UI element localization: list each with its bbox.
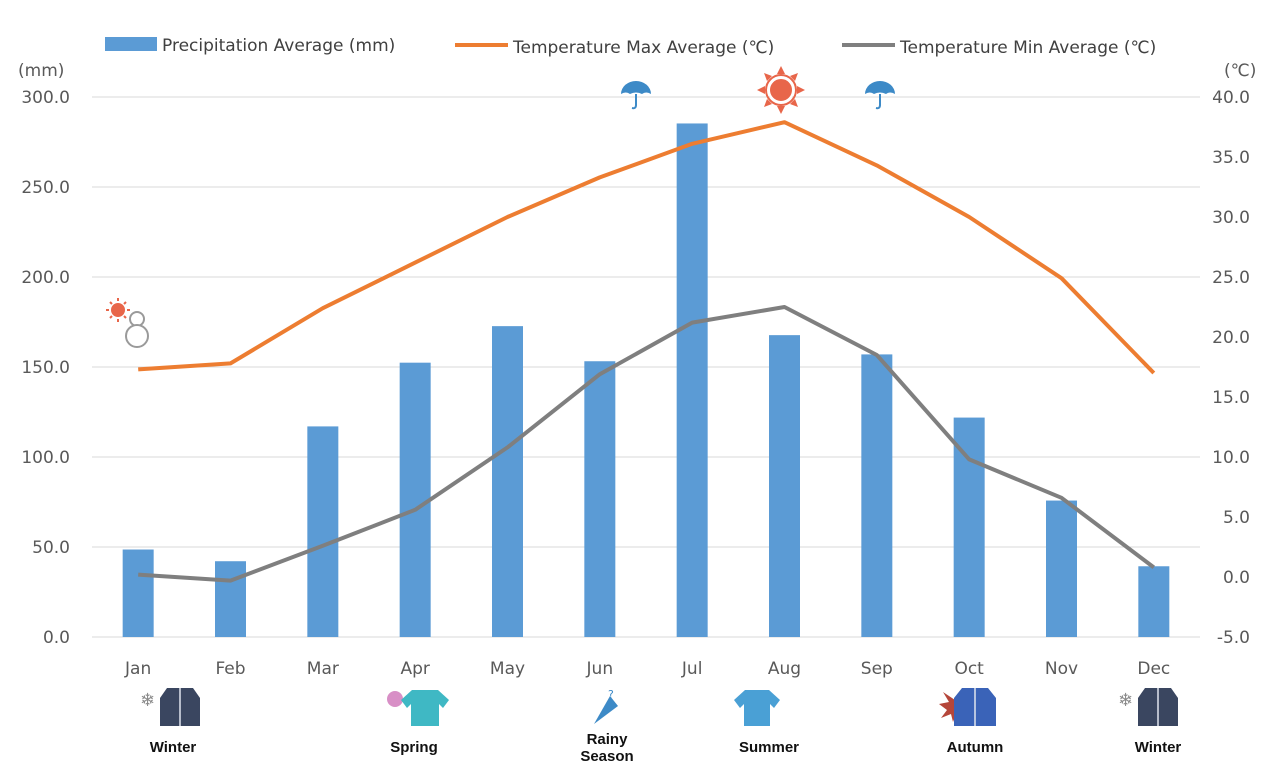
right-axis-label: (℃) [1224, 61, 1256, 81]
season-label-spring: Spring [390, 739, 438, 756]
precipitation-bars [122, 123, 1170, 637]
right-tick-label: -5.0 [1217, 628, 1250, 648]
sun-icon [757, 66, 805, 114]
right-tick-label: 20.0 [1212, 328, 1250, 348]
max-temperature-line [138, 120, 1156, 375]
season-label-winter: Winter [150, 739, 197, 756]
left-tick-label: 0.0 [43, 628, 70, 648]
x-tick-label-may: May [490, 659, 525, 679]
legend: Precipitation Average (mm) Temperature M… [105, 36, 1156, 58]
left-tick-label: 300.0 [21, 88, 70, 108]
x-tick-label-jul: Jul [681, 659, 703, 679]
umbrella-icon [621, 81, 651, 110]
x-tick-label-aug: Aug [768, 659, 801, 679]
season-label-autumn: Autumn [947, 739, 1004, 756]
precipitation-bar-dec [1138, 566, 1170, 637]
x-tick-label-apr: Apr [400, 659, 429, 679]
right-tick-label: 40.0 [1212, 88, 1250, 108]
svg-text:❄: ❄ [140, 690, 155, 711]
umbrella-icon: ? [594, 688, 618, 724]
left-tick-label: 250.0 [21, 178, 70, 198]
legend-swatch-precipitation [105, 37, 157, 51]
spring-shirt-flower-icon [387, 690, 449, 726]
summer-tshirt-icon [734, 690, 780, 726]
precipitation-bar-mar [307, 426, 339, 637]
x-tick-label-oct: Oct [954, 659, 984, 679]
min-temperature-line [138, 305, 1156, 583]
x-tick-label-dec: Dec [1137, 659, 1170, 679]
legend-label-max-temp: Temperature Max Average (℃) [512, 38, 774, 58]
precipitation-bar-nov [1046, 500, 1077, 637]
umbrella-icon [865, 81, 895, 110]
left-tick-label: 100.0 [21, 448, 70, 468]
winter-coat-snowflake-icon: ❄ [1118, 688, 1178, 726]
sun-snowman-icon [106, 298, 149, 348]
x-tick-label-sep: Sep [861, 659, 893, 679]
season-label-rainy-line2: Season [580, 748, 633, 765]
autumn-jacket-leaf-icon [939, 688, 996, 726]
precipitation-bar-oct [953, 417, 985, 637]
season-label-winter-2: Winter [1135, 739, 1182, 756]
x-axis-ticks: Jan Feb Mar Apr May Jun Jul Aug Sep Oct Nov Dec [124, 659, 1170, 679]
season-strip: ❄ Winter Spring ? Rainy Season Summer Au… [140, 688, 1181, 765]
precipitation-bar-jan [122, 549, 154, 637]
x-tick-label-mar: Mar [307, 659, 339, 679]
legend-label-precipitation: Precipitation Average (mm) [162, 36, 395, 56]
x-tick-label-feb: Feb [215, 659, 245, 679]
right-tick-label: 10.0 [1212, 448, 1250, 468]
precipitation-bar-jun [584, 361, 616, 637]
left-tick-label: 150.0 [21, 358, 70, 378]
left-tick-label: 50.0 [32, 538, 70, 558]
season-label-rainy-line1: Rainy [587, 731, 629, 748]
winter-coat-snowflake-icon: ❄ [140, 688, 200, 726]
right-tick-label: 0.0 [1223, 568, 1250, 588]
svg-text:?: ? [608, 688, 614, 701]
right-tick-label: 15.0 [1212, 388, 1250, 408]
precipitation-bar-aug [769, 335, 800, 637]
right-tick-label: 5.0 [1223, 508, 1250, 528]
x-tick-label-jan: Jan [124, 659, 151, 679]
temperature-lines [138, 120, 1156, 583]
x-tick-label-jun: Jun [586, 659, 614, 679]
precipitation-bar-feb [215, 561, 246, 637]
right-tick-label: 25.0 [1212, 268, 1250, 288]
left-axis-ticks: 0.0 50.0 100.0 150.0 200.0 250.0 300.0 [21, 88, 70, 648]
right-axis-ticks: -5.0 0.0 5.0 10.0 15.0 20.0 25.0 30.0 35.0 40.0 [1212, 88, 1250, 648]
precipitation-bar-may [492, 326, 523, 637]
precipitation-bar-apr [399, 362, 431, 637]
right-tick-label: 35.0 [1212, 148, 1250, 168]
right-tick-label: 30.0 [1212, 208, 1250, 228]
precipitation-bar-jul [676, 123, 708, 637]
precipitation-bar-sep [861, 354, 893, 637]
svg-text:❄: ❄ [1118, 690, 1133, 711]
left-axis-label: (mm) [18, 61, 64, 81]
legend-label-min-temp: Temperature Min Average (℃) [899, 38, 1156, 58]
season-label-summer: Summer [739, 739, 799, 756]
x-tick-label-nov: Nov [1045, 659, 1078, 679]
gridlines [92, 96, 1200, 638]
left-tick-label: 200.0 [21, 268, 70, 288]
